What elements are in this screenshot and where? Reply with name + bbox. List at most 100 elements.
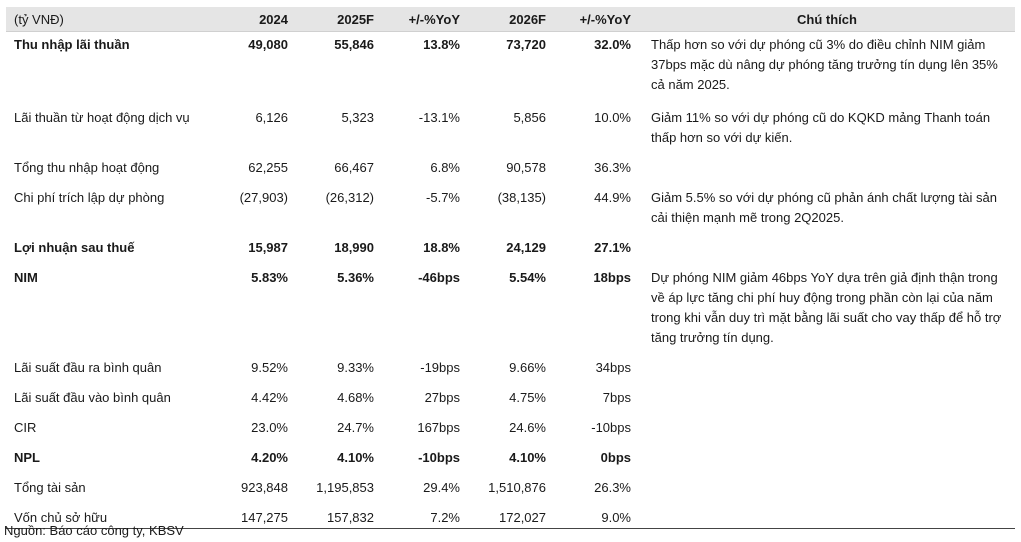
cell-2024: 9.52% (251, 359, 288, 375)
row-label: NPL (14, 449, 40, 465)
cell-yoy-2025: -5.7% (426, 189, 460, 205)
row-label: Lãi suất đầu ra bình quân (14, 359, 162, 375)
cell-yoy-2026: 34bps (595, 359, 631, 375)
table-row: Tổng tài sản 923,848 1,195,853 29.4% 1,510,8… (6, 468, 1015, 498)
cell-2025f: 24.7% (337, 419, 374, 435)
cell-2026f: 24.6% (509, 419, 546, 435)
header-col-2026f: 2026F (468, 7, 554, 32)
cell-yoy-2025: 18.8% (423, 239, 460, 255)
cell-2025f: 4.10% (337, 449, 374, 465)
header-unit-label: (tỷ VNĐ) (6, 7, 202, 32)
cell-2025f: 66,467 (334, 159, 374, 175)
cell-2025f: 157,832 (296, 497, 382, 529)
cell-2024: 147,275 (202, 497, 296, 529)
cell-2024: 5.83% (251, 269, 288, 285)
cell-2026f: 5,856 (513, 109, 546, 125)
row-label: Tổng tài sản (14, 479, 86, 495)
cell-yoy-2025: 29.4% (423, 479, 460, 495)
cell-2026f: 9.66% (509, 359, 546, 375)
cell-yoy-2026: 18bps (593, 269, 631, 285)
table-row: Lãi suất đầu vào bình quân 4.42% 4.68% 27bp… (6, 378, 1015, 408)
cell-yoy-2025: 13.8% (423, 37, 460, 52)
cell-2025f: (26,312) (325, 189, 374, 205)
cell-yoy-2025: -10bps (418, 449, 460, 465)
table-row: Lãi suất đầu ra bình quân 9.52% 9.33% -19bp… (6, 348, 1015, 378)
row-note: Dự phóng NIM giảm 46bps YoY dựa trên giả… (651, 269, 1002, 345)
cell-2026f: 4.10% (509, 449, 546, 465)
row-label: Tổng thu nhập hoạt động (14, 159, 160, 175)
cell-2024: 49,080 (248, 37, 288, 52)
row-note: Giảm 11% so với dự phóng cũ do KQKD mảng… (651, 109, 991, 145)
cell-2025f: 5,323 (341, 109, 374, 125)
header-col-note: Chú thích (639, 7, 1015, 32)
cell-yoy-2026: 27.1% (594, 239, 631, 255)
row-note (639, 348, 1015, 378)
cell-yoy-2026: 7bps (602, 389, 631, 405)
cell-yoy-2025: -19bps (420, 359, 460, 375)
row-note (639, 408, 1015, 438)
row-label: Lãi thuần từ hoạt động dịch vụ (14, 109, 190, 125)
cell-2025f: 55,846 (334, 37, 374, 52)
clipped-heading (0, 0, 300, 3)
row-label: Lãi suất đầu vào bình quân (14, 389, 171, 405)
cell-2025f: 4.68% (337, 389, 374, 405)
cell-2025f: 5.36% (337, 269, 374, 285)
header-col-yoy-2025: +/-%YoY (382, 7, 468, 32)
cell-2026f: 4.75% (509, 389, 546, 405)
forecast-table: (tỷ VNĐ) 2024 2025F +/-%YoY 2026F +/-%Yo… (6, 7, 1015, 529)
cell-2026f: 24,129 (506, 239, 546, 255)
header-col-2025f: 2025F (296, 7, 382, 32)
row-note (639, 148, 1015, 178)
cell-2025f: 1,195,853 (316, 479, 374, 495)
row-label: Vốn chủ sở hữu (6, 497, 202, 529)
cell-2024: 62,255 (248, 159, 288, 175)
row-label: Lợi nhuận sau thuế (14, 239, 135, 255)
row-label: CIR (14, 419, 37, 435)
cell-yoy-2025: -13.1% (418, 109, 460, 125)
cell-2024: 4.42% (251, 389, 288, 405)
cell-yoy-2026: 10.0% (594, 109, 631, 125)
cell-yoy-2026: 9.0% (554, 497, 639, 529)
cell-2024: (27,903) (239, 189, 288, 205)
table-row: NIM 5.83% 5.36% -46bps 5.54% 18bps Dự phóng NI… (6, 258, 1015, 348)
cell-2026f: 73,720 (506, 37, 546, 52)
cell-2025f: 18,990 (334, 239, 374, 255)
table-row: Vốn chủ sở hữu 147,275 157,832 7.2% 172,027 9… (6, 497, 1015, 529)
cell-yoy-2026: 32.0% (594, 37, 631, 52)
header-col-yoy-2026: +/-%YoY (554, 7, 639, 32)
table-row: NPL 4.20% 4.10% -10bps 4.10% 0bps (6, 438, 1015, 468)
source-note: Nguồn: Báo cáo công ty, KBSV (4, 523, 184, 538)
table-row: Chi phí trích lập dự phòng (27,903) (26,31… (6, 178, 1015, 228)
table-row: Lợi nhuận sau thuế 15,987 18,990 18.8% 24,12… (6, 228, 1015, 258)
row-label: Thu nhập lãi thuần (14, 37, 130, 52)
cell-2024: 923,848 (241, 479, 288, 495)
cell-yoy-2025: 7.2% (382, 497, 468, 529)
cell-2025f: 9.33% (337, 359, 374, 375)
row-label: NIM (14, 269, 38, 285)
row-note (639, 497, 1015, 529)
cell-2024: 23.0% (251, 419, 288, 435)
table-row: Lãi thuần từ hoạt động dịch vụ 6,126 5,323… (6, 98, 1015, 148)
cell-yoy-2026: 26.3% (594, 479, 631, 495)
cell-2026f: 1,510,876 (488, 479, 546, 495)
cell-2026f: 90,578 (506, 159, 546, 175)
cell-yoy-2025: 27bps (424, 389, 460, 405)
row-note: Thấp hơn so với dự phóng cũ 3% do điều c… (651, 37, 998, 92)
table-row: Tổng thu nhập hoạt động 62,255 66,467 6.8% 9… (6, 148, 1015, 178)
header-row: (tỷ VNĐ) 2024 2025F +/-%YoY 2026F +/-%Yo… (6, 7, 1015, 32)
cell-yoy-2026: 44.9% (594, 189, 631, 205)
row-label: Chi phí trích lập dự phòng (14, 189, 165, 205)
row-note: Giảm 5.5% so với dự phóng cũ phản ánh ch… (651, 189, 997, 225)
cell-yoy-2026: -10bps (591, 419, 631, 435)
row-note (639, 468, 1015, 498)
row-note (639, 378, 1015, 408)
cell-yoy-2026: 36.3% (594, 159, 631, 175)
cell-yoy-2026: 0bps (600, 449, 631, 465)
cell-2024: 4.20% (251, 449, 288, 465)
row-note (639, 438, 1015, 468)
table-row: Thu nhập lãi thuần 49,080 55,846 13.8% 73,72… (6, 32, 1015, 98)
cell-yoy-2025: -46bps (418, 269, 460, 285)
cell-2026f: 5.54% (509, 269, 546, 285)
cell-yoy-2025: 6.8% (430, 159, 460, 175)
cell-yoy-2025: 167bps (417, 419, 460, 435)
